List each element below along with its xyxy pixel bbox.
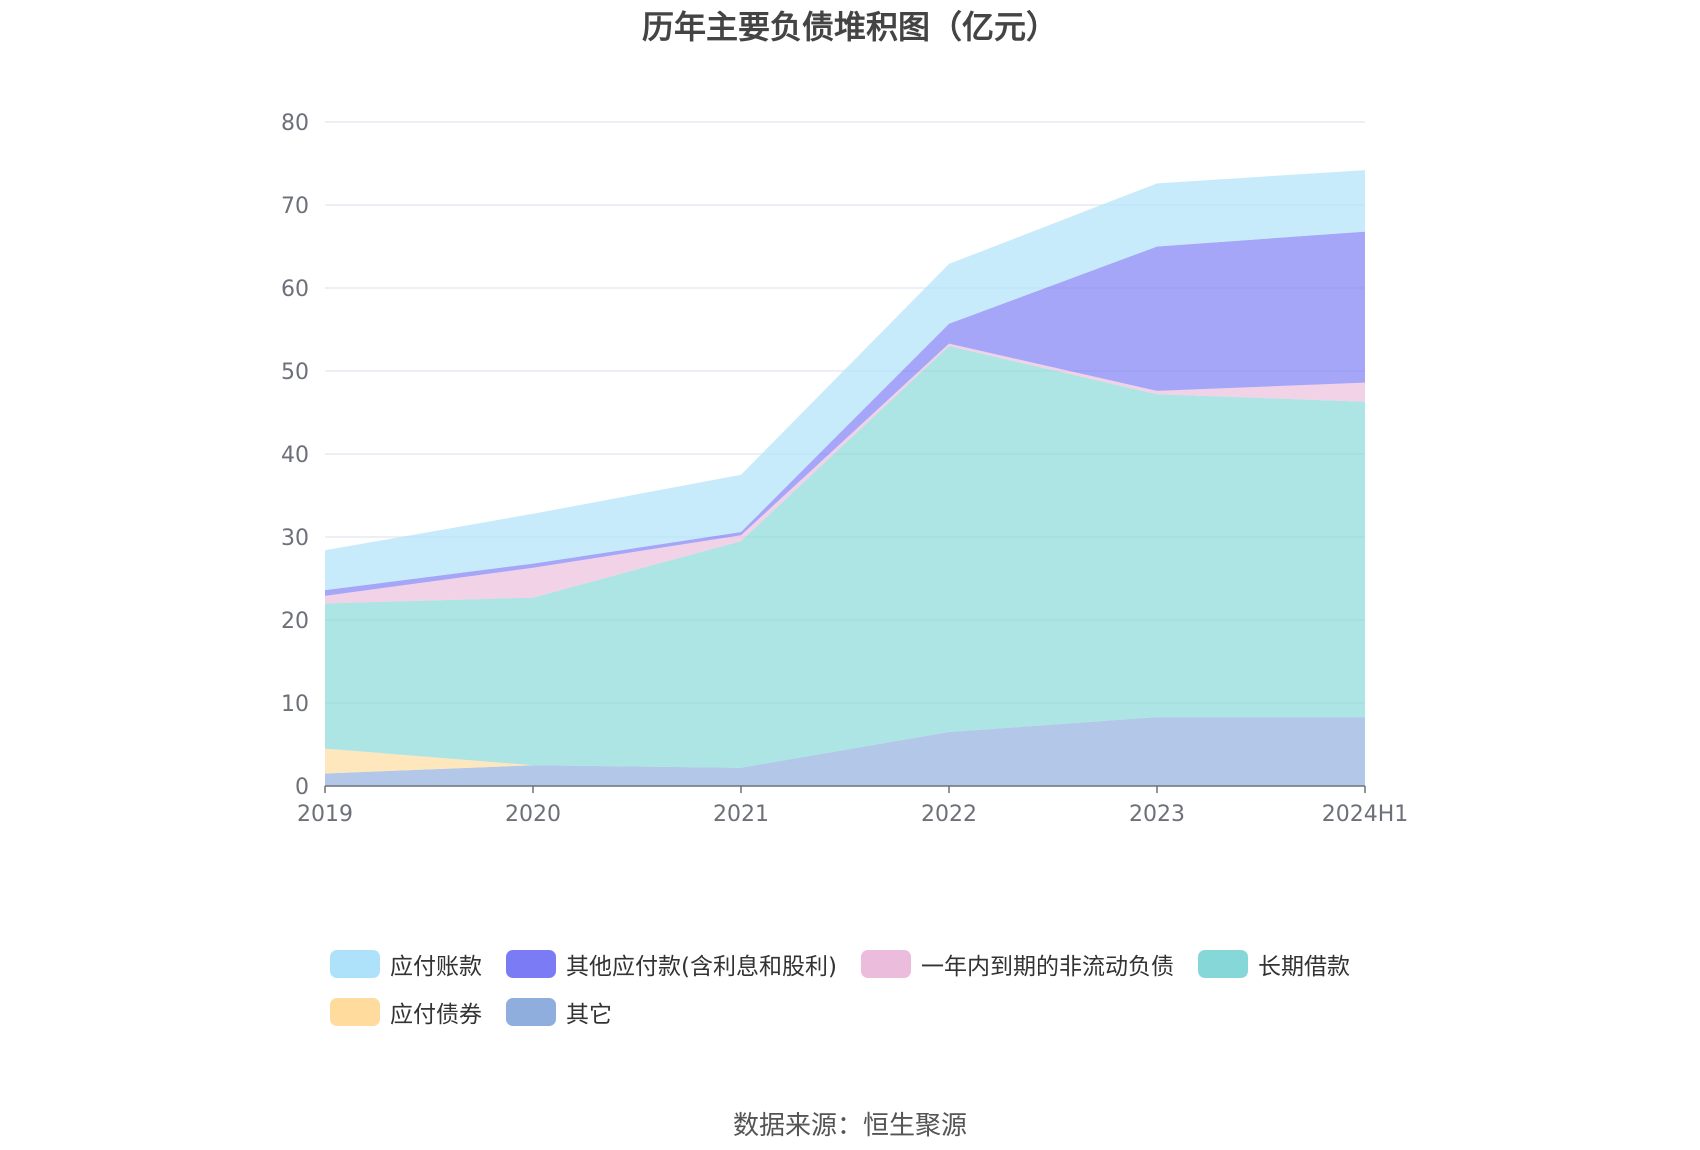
y-tick-label: 80 [281, 111, 309, 136]
x-tick-label: 2020 [505, 802, 561, 827]
legend-label: 应付账款 [390, 954, 482, 980]
x-tick-label: 2019 [297, 802, 353, 827]
area-series-layer [325, 170, 1365, 786]
y-tick-label: 60 [281, 277, 309, 302]
area-series [325, 346, 1365, 768]
legend-swatch [1197, 950, 1248, 978]
legend-swatch [860, 950, 911, 978]
axes: 0 10 20 30 40 50 60 70 80 2019 2020 2021 2022 2023 202… [281, 111, 1408, 827]
area-series [325, 170, 1365, 591]
x-tick-label: 2022 [921, 802, 977, 827]
y-tick-label: 0 [295, 775, 309, 800]
legend-item[interactable]: 应付账款 [330, 950, 482, 980]
y-tick-label: 70 [281, 194, 309, 219]
legend-item[interactable]: 其它 [506, 998, 612, 1028]
legend-item[interactable]: 其他应付款(含利息和股利) [506, 950, 837, 980]
y-tick-label: 50 [281, 360, 309, 385]
y-tick-label: 40 [281, 443, 309, 468]
legend-swatch [506, 950, 556, 978]
area-series [325, 717, 1365, 786]
area-series [325, 717, 1365, 774]
x-tick-label: 2023 [1129, 802, 1185, 827]
legend-label: 一年内到期的非流动负债 [920, 954, 1174, 980]
x-tick-label: 2021 [713, 802, 769, 827]
y-tick-label: 30 [281, 526, 309, 551]
source-note: 数据来源：恒生聚源 [732, 1111, 967, 1141]
legend-label: 其他应付款(含利息和股利) [566, 954, 837, 980]
legend: 应付账款 其他应付款(含利息和股利) 一年内到期的非流动负债 长期借款应付债券 其它 [330, 950, 1430, 1028]
legend-item[interactable]: 长期借款 [1197, 950, 1350, 980]
y-tick-label: 10 [281, 692, 309, 717]
y-tick-label: 20 [281, 609, 309, 634]
x-tick-label: 2024H1 [1322, 802, 1409, 827]
area-series [325, 231, 1365, 596]
legend-swatch [330, 998, 380, 1026]
legend-item[interactable]: 一年内到期的非流动负债 [860, 950, 1174, 980]
legend-label: 其它 [566, 1002, 612, 1028]
legend-swatch [330, 950, 380, 978]
chart-title: 历年主要负债堆积图（亿元） [641, 8, 1058, 46]
legend-swatch [506, 998, 556, 1026]
legend-label: 应付债券 [390, 1002, 482, 1028]
legend-label: 长期借款 [1257, 954, 1350, 980]
legend-item[interactable]: 应付债券 [330, 998, 482, 1028]
